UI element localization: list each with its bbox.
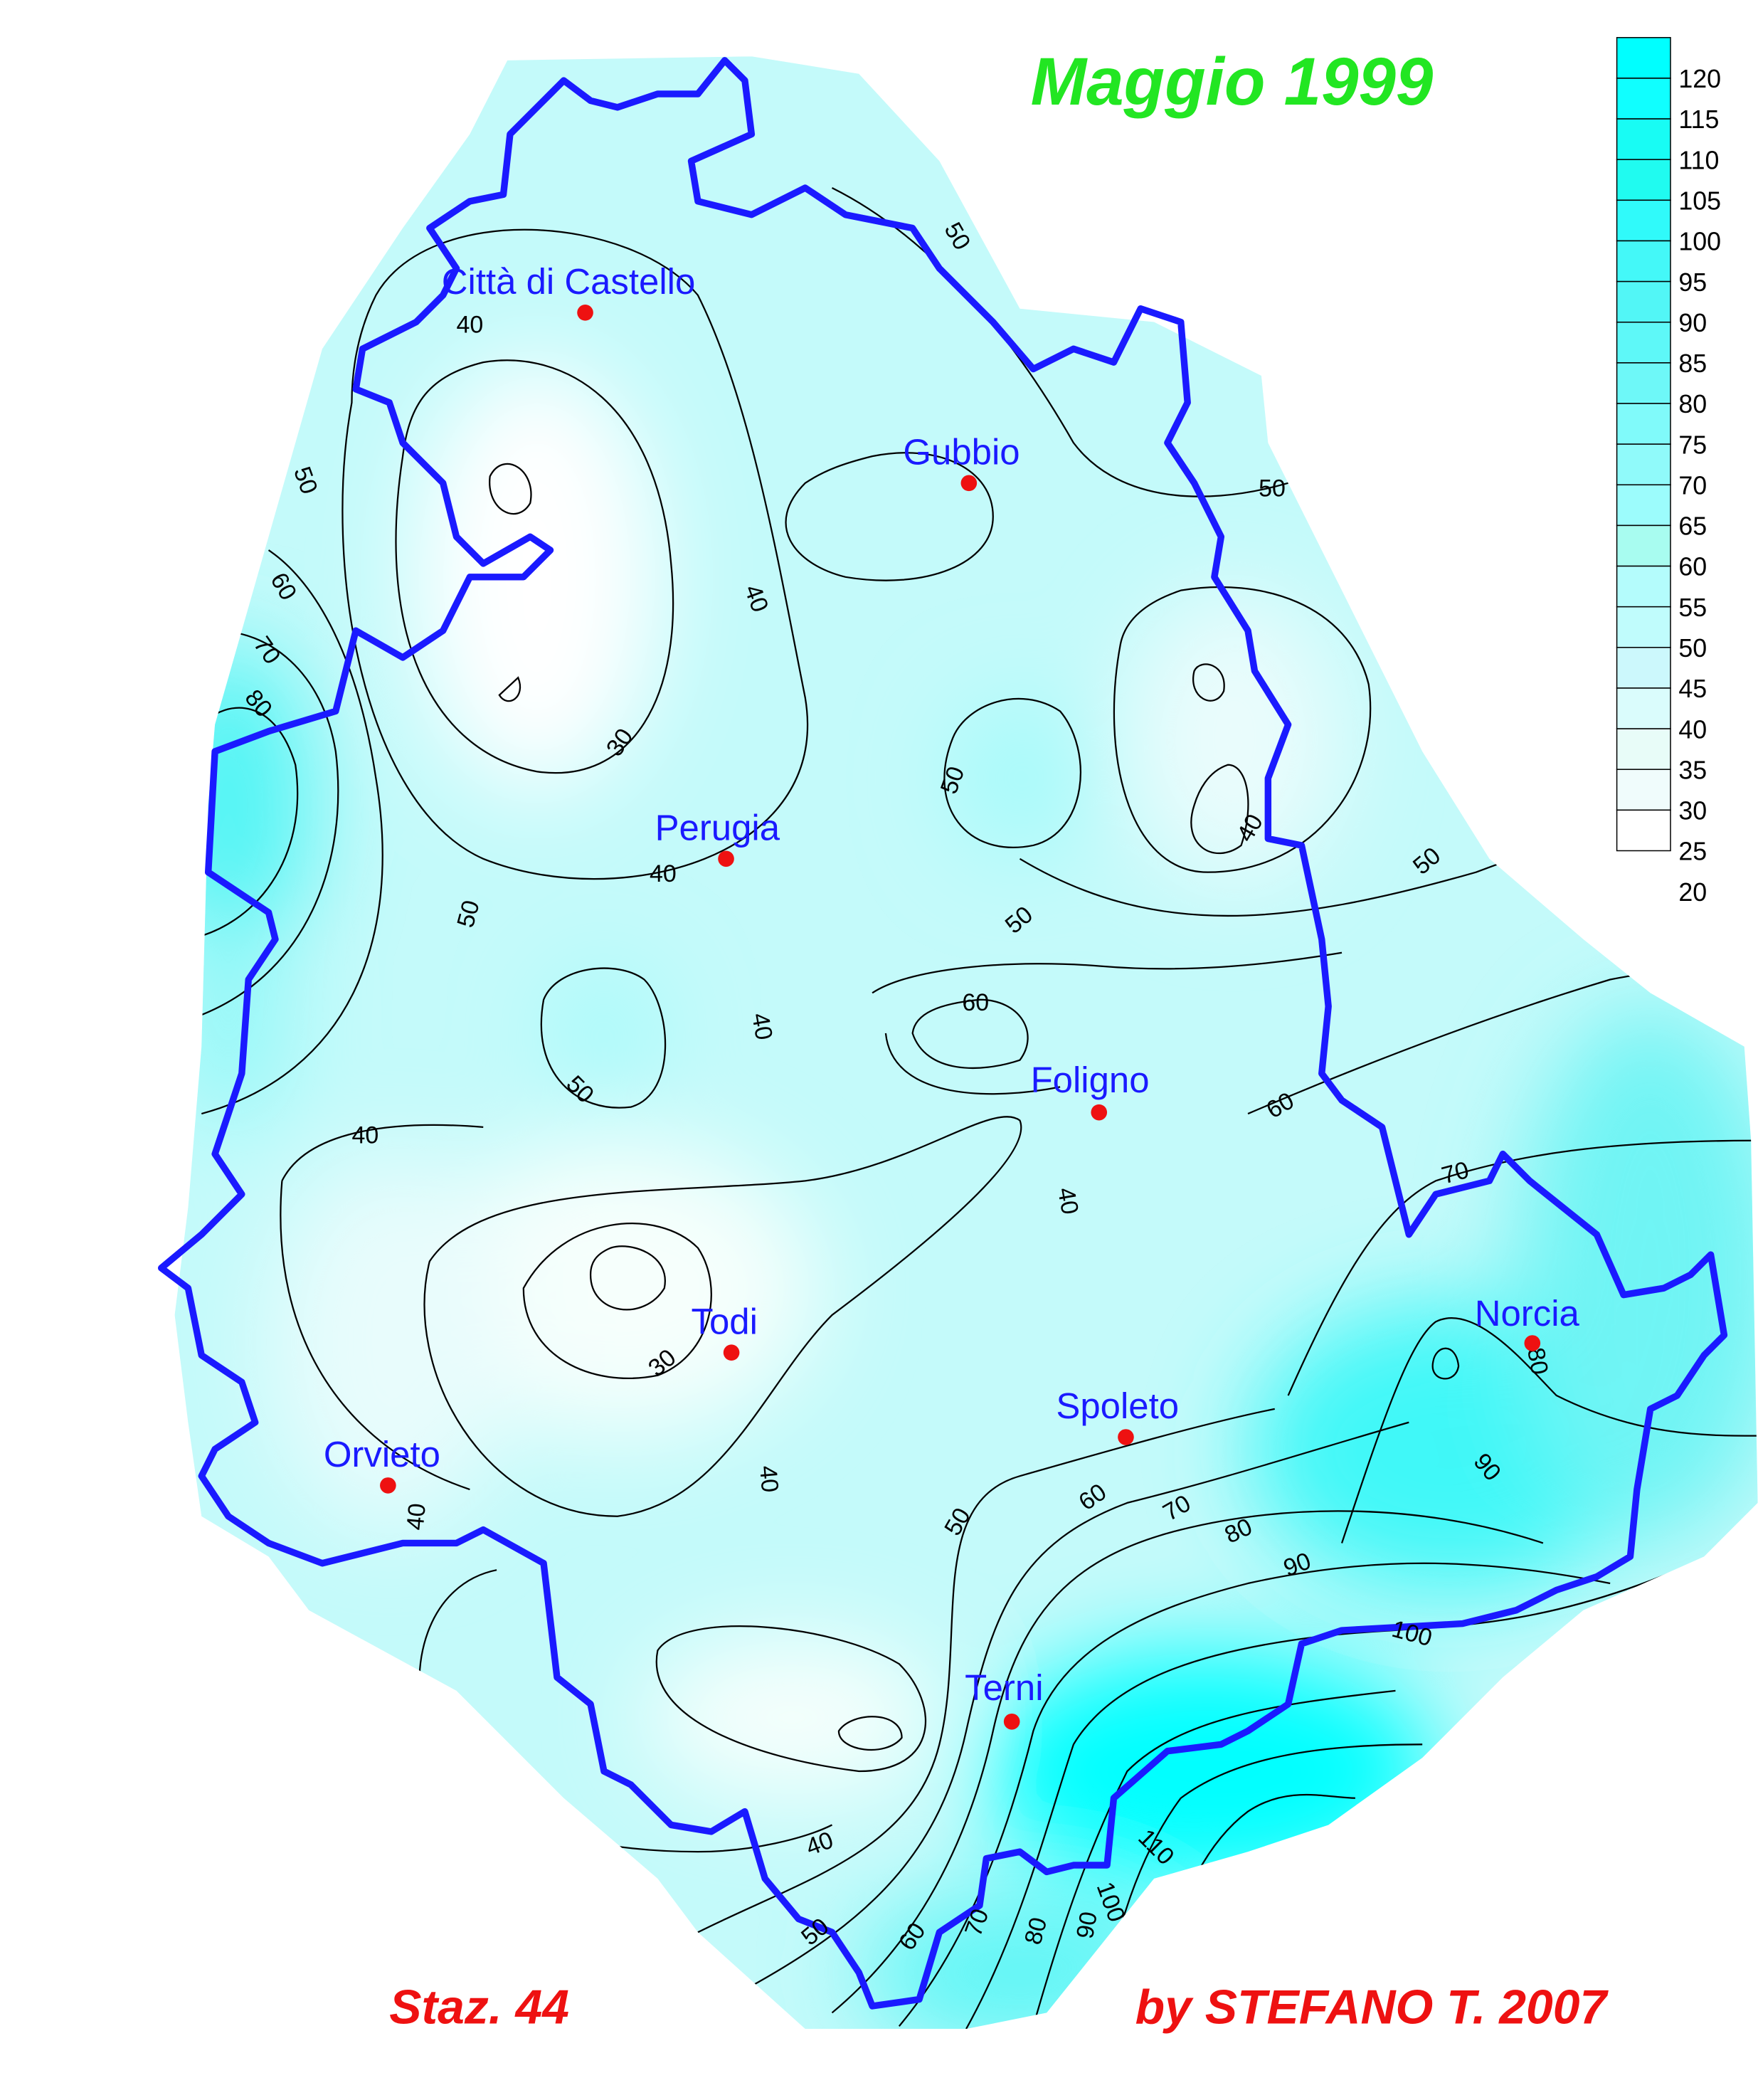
contour-label: 50 xyxy=(452,897,484,930)
city-label: Spoleto xyxy=(1056,1386,1179,1426)
legend-label: 70 xyxy=(1678,471,1707,500)
map-title: Maggio 1999 xyxy=(1031,44,1434,119)
city-orvieto: Orvieto xyxy=(324,1434,440,1494)
legend-label: 45 xyxy=(1678,675,1707,703)
legend-swatch xyxy=(1616,524,1671,567)
contour-label: 40 xyxy=(754,1465,783,1494)
legend-swatch xyxy=(1616,362,1671,404)
city-dot xyxy=(960,475,978,492)
city-foligno: Foligno xyxy=(1031,1060,1150,1121)
city-dot xyxy=(1524,1335,1541,1351)
city-dot xyxy=(380,1477,396,1494)
author-credit: by STEFANO T. 2007 xyxy=(1135,1981,1609,2035)
legend-swatch xyxy=(1616,443,1671,486)
legend-swatch xyxy=(1616,118,1671,160)
legend-swatch xyxy=(1616,606,1671,648)
legend-swatch xyxy=(1616,728,1671,770)
legend-swatch xyxy=(1616,78,1671,120)
station-count: Staz. 44 xyxy=(389,1981,569,2035)
legend-label: 65 xyxy=(1678,512,1707,541)
legend-label: 20 xyxy=(1678,878,1707,907)
legend-label: 25 xyxy=(1678,838,1707,866)
city-label: Norcia xyxy=(1475,1293,1580,1334)
city-dot xyxy=(718,850,734,867)
cities: Città di Castello Gubbio Perugia Foligno… xyxy=(324,261,1580,1730)
legend-swatch xyxy=(1616,687,1671,729)
legend-label: 100 xyxy=(1678,228,1721,256)
city-gubbio: Gubbio xyxy=(903,431,1020,492)
city-terni: Terni xyxy=(965,1667,1044,1730)
contour-label: 90 xyxy=(1071,1909,1103,1941)
legend-swatch xyxy=(1616,809,1671,852)
legend-label: 105 xyxy=(1678,187,1721,216)
legend-swatch xyxy=(1616,565,1671,608)
city-perugia: Perugia xyxy=(655,807,780,867)
city-dot xyxy=(577,305,593,321)
contour-label: 40 xyxy=(402,1502,431,1531)
legend-label: 40 xyxy=(1678,715,1707,744)
legend-label: 120 xyxy=(1678,65,1721,93)
contour-label: 40 xyxy=(1052,1186,1084,1217)
legend-swatch xyxy=(1616,37,1671,79)
city-dot xyxy=(1003,1713,1020,1730)
contour-label: 80 xyxy=(1020,1914,1052,1947)
city-citta-di-castello: Città di Castello xyxy=(442,261,695,321)
legend-label: 90 xyxy=(1678,309,1707,337)
contour-label: 40 xyxy=(351,1122,378,1149)
city-dot xyxy=(723,1344,740,1361)
city-spoleto: Spoleto xyxy=(1056,1386,1179,1445)
legend-swatch xyxy=(1616,199,1671,242)
umbria-border xyxy=(157,57,1728,2010)
city-label: Orvieto xyxy=(324,1434,440,1474)
legend-label: 75 xyxy=(1678,431,1707,459)
city-label: Foligno xyxy=(1031,1060,1150,1100)
color-legend: 120 115 110 105 100 95 90 85 80 75 70 65 60 55 50 45 40 3… xyxy=(1616,37,1721,907)
contour-label: 40 xyxy=(650,860,677,887)
legend-swatch xyxy=(1616,769,1671,811)
legend-label: 80 xyxy=(1678,390,1707,418)
legend-label: 30 xyxy=(1678,797,1707,825)
city-label: Terni xyxy=(965,1667,1043,1708)
contour-label: 80 xyxy=(1522,1346,1553,1377)
city-label: Gubbio xyxy=(903,431,1020,472)
contour-label: 50 xyxy=(1259,475,1286,502)
city-label: Perugia xyxy=(655,807,780,848)
legend-swatch xyxy=(1616,484,1671,527)
city-todi: Todi xyxy=(692,1301,758,1361)
legend-label: 110 xyxy=(1678,146,1719,174)
contour-label: 40 xyxy=(457,312,484,339)
city-dot xyxy=(1091,1104,1108,1121)
legend-swatch xyxy=(1616,403,1671,445)
legend-label: 50 xyxy=(1678,634,1707,663)
legend-label: 85 xyxy=(1678,349,1707,378)
city-label: Todi xyxy=(692,1301,758,1341)
legend-label: 55 xyxy=(1678,593,1707,622)
legend-label: 35 xyxy=(1678,756,1707,784)
legend-swatch xyxy=(1616,280,1671,323)
legend-label: 60 xyxy=(1678,553,1707,581)
legend-label: 95 xyxy=(1678,268,1707,297)
legend-swatch xyxy=(1616,240,1671,283)
contour-label: 40 xyxy=(746,1011,778,1043)
contour-label: 60 xyxy=(962,989,989,1016)
city-dot xyxy=(1118,1429,1134,1445)
city-label: Città di Castello xyxy=(442,261,695,302)
legend-label: 115 xyxy=(1678,105,1719,134)
city-norcia: Norcia xyxy=(1475,1293,1580,1351)
contour-label: 70 xyxy=(1439,1156,1471,1189)
legend-swatch xyxy=(1616,647,1671,689)
legend-swatch xyxy=(1616,321,1671,364)
legend-swatch xyxy=(1616,159,1671,201)
